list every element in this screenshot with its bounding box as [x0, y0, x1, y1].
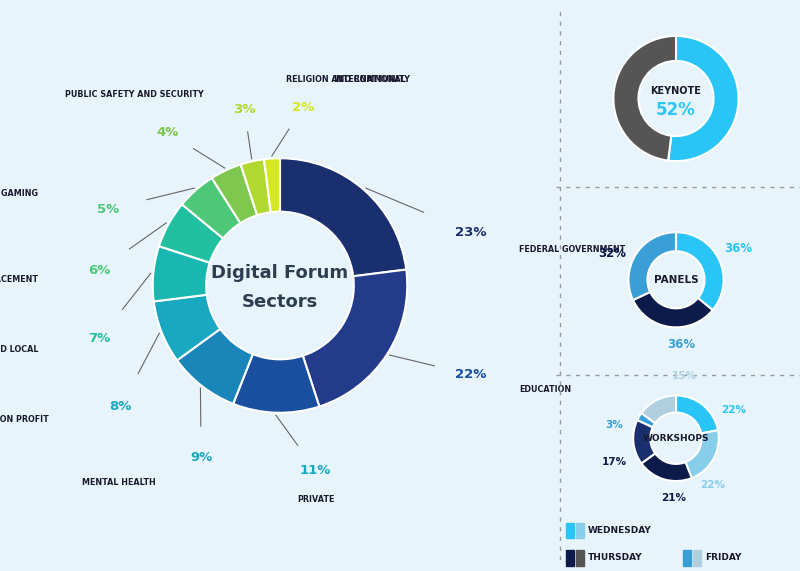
Text: 3%: 3% [233, 103, 255, 116]
Wedge shape [638, 413, 655, 427]
Text: 15%: 15% [672, 371, 697, 381]
Text: 21%: 21% [662, 493, 686, 503]
Wedge shape [676, 395, 718, 433]
Text: 36%: 36% [724, 242, 752, 255]
Text: KEYNOTE: KEYNOTE [650, 86, 702, 96]
Wedge shape [633, 420, 655, 464]
Bar [576, 523, 584, 538]
Text: 2%: 2% [292, 101, 314, 114]
Bar [683, 550, 691, 565]
Text: FEDERAL GOVERNMENT: FEDERAL GOVERNMENT [519, 246, 626, 254]
Bar [566, 550, 574, 565]
Text: PANELS: PANELS [654, 275, 698, 285]
Text: EDUCATION: EDUCATION [519, 385, 571, 395]
Wedge shape [177, 329, 253, 404]
Text: NON PROFIT: NON PROFIT [0, 415, 48, 424]
Text: 6%: 6% [88, 264, 110, 277]
Wedge shape [629, 232, 676, 300]
Wedge shape [280, 158, 406, 276]
Text: INTERNATIONAL: INTERNATIONAL [334, 75, 406, 84]
Text: PRIVATE: PRIVATE [297, 495, 334, 504]
Wedge shape [676, 232, 723, 310]
Text: STATE AND LOCAL: STATE AND LOCAL [0, 345, 38, 353]
Text: RELIGION AND COMMUNITY: RELIGION AND COMMUNITY [286, 75, 410, 84]
Text: 22%: 22% [722, 405, 746, 416]
Wedge shape [154, 295, 220, 360]
Text: MENTAL HEALTH: MENTAL HEALTH [82, 478, 155, 487]
Wedge shape [153, 246, 210, 301]
Text: 23%: 23% [455, 226, 486, 239]
Text: 36%: 36% [666, 337, 695, 351]
Wedge shape [686, 430, 719, 478]
Text: 22%: 22% [700, 480, 725, 490]
Text: 11%: 11% [300, 464, 331, 477]
Wedge shape [642, 453, 692, 481]
Text: FRIDAY: FRIDAY [705, 553, 742, 562]
Text: 4%: 4% [157, 126, 179, 139]
Bar [576, 550, 584, 565]
Wedge shape [212, 164, 257, 223]
Text: Sectors: Sectors [242, 293, 318, 311]
Text: 9%: 9% [190, 451, 212, 464]
Text: 32%: 32% [598, 247, 626, 260]
Wedge shape [182, 178, 241, 239]
Text: WEDNESDAY: WEDNESDAY [588, 526, 651, 536]
Text: 7%: 7% [88, 332, 110, 345]
Wedge shape [241, 159, 270, 215]
Text: 22%: 22% [455, 368, 486, 381]
Text: LAW ENFORCEMENT: LAW ENFORCEMENT [0, 275, 38, 284]
Text: WORKSHOPS: WORKSHOPS [642, 434, 710, 443]
Wedge shape [668, 36, 738, 161]
Wedge shape [264, 158, 280, 212]
Text: PUBLIC SAFETY AND SECURITY: PUBLIC SAFETY AND SECURITY [65, 90, 204, 99]
Wedge shape [233, 354, 319, 413]
Wedge shape [642, 395, 676, 423]
Text: 3%: 3% [605, 420, 622, 431]
Text: THURSDAY: THURSDAY [588, 553, 642, 562]
Text: 5%: 5% [97, 203, 119, 216]
Wedge shape [159, 204, 223, 263]
Wedge shape [633, 292, 713, 327]
Wedge shape [614, 36, 676, 160]
Bar [566, 523, 574, 538]
Wedge shape [303, 270, 407, 407]
Text: 8%: 8% [110, 400, 132, 413]
Text: 17%: 17% [602, 457, 626, 467]
Bar [694, 550, 701, 565]
Text: 52%: 52% [656, 100, 696, 119]
Text: Digital Forum: Digital Forum [211, 264, 349, 282]
Text: TECHNOLOGY AND GAMING: TECHNOLOGY AND GAMING [0, 190, 38, 198]
